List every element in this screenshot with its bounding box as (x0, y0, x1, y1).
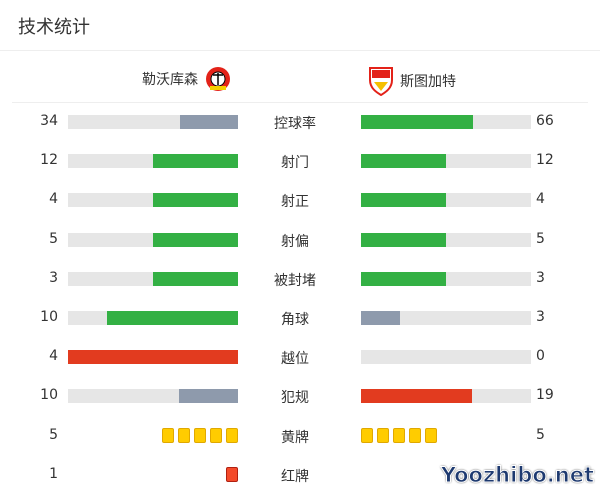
stat-label: 角球 (281, 312, 309, 328)
home-value: 12 (40, 152, 58, 169)
card-row: 5 黄牌 5 (0, 426, 600, 446)
home-team: 勒沃库森 (142, 66, 232, 92)
yellow-card-icon (409, 427, 421, 443)
away-bar-fill (361, 154, 446, 169)
away-bar-fill (361, 115, 474, 129)
stat-row: 34 控球率 66 (0, 112, 600, 132)
home-bar-track (68, 311, 238, 325)
card-row: 1 红牌 (0, 465, 600, 485)
home-value: 10 (40, 387, 58, 404)
stat-row: 3 被封堵 3 (0, 269, 600, 289)
away-value: 66 (536, 113, 554, 129)
away-value: 12 (536, 152, 554, 169)
stat-label: 被封堵 (274, 272, 316, 289)
stat-label: 犯规 (281, 390, 309, 407)
stat-label: 控球率 (274, 116, 316, 132)
away-bar-fill (361, 311, 401, 325)
home-value: 1 (49, 465, 58, 482)
home-cards (226, 466, 238, 482)
home-bar-track (68, 389, 238, 404)
away-value: 0 (536, 348, 545, 365)
home-value: 34 (40, 113, 58, 129)
yellow-card-icon (226, 427, 238, 443)
away-bar-track (361, 193, 531, 208)
divider (12, 102, 588, 103)
yellow-card-icon (194, 427, 206, 443)
away-bar-fill (361, 271, 446, 286)
away-bar-track (361, 350, 531, 365)
home-value: 3 (49, 269, 58, 286)
stat-label: 射偏 (281, 233, 309, 250)
yellow-card-icon (377, 427, 389, 443)
away-bar-track (361, 232, 531, 247)
home-bar-fill (153, 193, 238, 208)
home-bar-fill (153, 271, 238, 286)
home-bar-track (68, 232, 238, 247)
away-bar-track (361, 389, 531, 404)
home-bar-fill (180, 115, 238, 129)
home-value: 4 (49, 348, 58, 365)
home-value: 5 (49, 230, 58, 247)
home-bar-track (68, 154, 238, 169)
yellow-card-icon (393, 427, 405, 443)
stat-row: 10 角球 3 (0, 308, 600, 328)
away-bar-track (361, 154, 531, 169)
away-bar-track (361, 115, 531, 129)
away-value: 3 (536, 269, 545, 286)
away-team: 斯图加特 (368, 66, 456, 96)
stat-label: 射门 (281, 155, 309, 172)
away-team-name: 斯图加特 (400, 74, 456, 90)
away-value: 5 (536, 426, 545, 443)
home-bar-track (68, 271, 238, 286)
home-bar-fill (153, 232, 238, 247)
home-bar-fill (153, 154, 238, 169)
home-cards (162, 427, 238, 443)
yellow-card-icon (178, 427, 190, 443)
stat-label: 越位 (281, 351, 309, 368)
home-value: 5 (49, 426, 58, 443)
home-bar-track (68, 350, 238, 365)
away-bar-fill (361, 389, 473, 404)
watermark: Yoozhibo.net (440, 463, 594, 488)
away-value: 3 (536, 309, 545, 325)
home-bar-track (68, 115, 238, 129)
home-value: 10 (40, 309, 58, 325)
yellow-card-icon (361, 427, 373, 443)
home-value: 4 (49, 191, 58, 208)
away-bar-track (361, 271, 531, 286)
bayer-leverkusen-logo-icon (206, 67, 230, 91)
stat-label: 红牌 (281, 468, 309, 485)
home-bar-track (68, 193, 238, 208)
yellow-card-icon (162, 427, 174, 443)
stat-row: 5 射偏 5 (0, 230, 600, 250)
panel-title: 技术统计 (18, 17, 90, 38)
away-bar-track (361, 311, 531, 325)
stat-row: 10 犯规 19 (0, 386, 600, 406)
stat-row: 4 越位 0 (0, 347, 600, 367)
away-bar-fill (361, 193, 446, 208)
home-bar-fill (179, 389, 238, 404)
home-team-name: 勒沃库森 (142, 72, 198, 88)
away-cards (361, 427, 437, 443)
away-value: 19 (536, 387, 554, 404)
yellow-card-icon (425, 427, 437, 443)
stat-label: 射正 (281, 194, 309, 211)
away-bar-fill (361, 232, 446, 247)
yellow-card-icon (210, 427, 222, 443)
away-value: 4 (536, 191, 545, 208)
away-value: 5 (536, 230, 545, 247)
stat-label: 黄牌 (281, 429, 309, 446)
divider (0, 50, 600, 51)
home-bar-fill (68, 350, 238, 365)
red-card-icon (226, 466, 238, 482)
vfb-stuttgart-logo-icon (369, 67, 393, 96)
stat-row: 4 射正 4 (0, 190, 600, 210)
home-bar-fill (107, 311, 238, 325)
stat-row: 12 射门 12 (0, 151, 600, 171)
